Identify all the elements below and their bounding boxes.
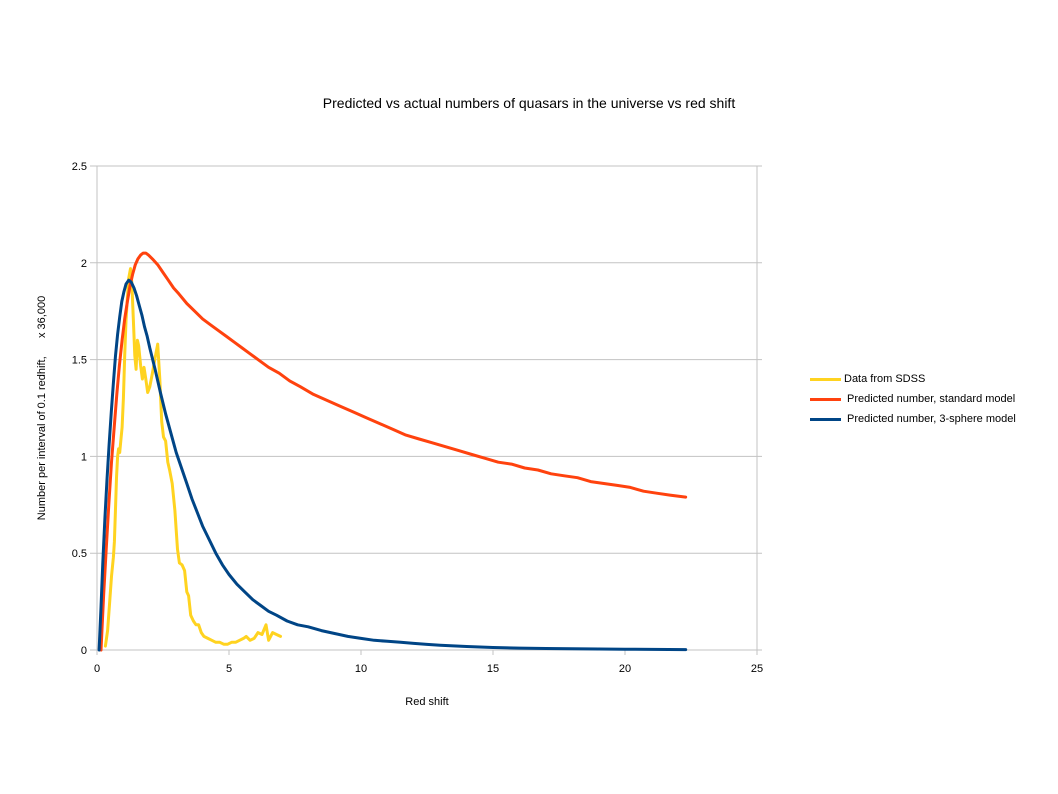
legend-item-standard-model: Predicted number, standard model <box>810 389 1016 409</box>
x-tick-label: 15 <box>487 663 499 675</box>
legend-label-sdss: Data from SDSS <box>844 373 926 385</box>
x-axis-title: Red shift <box>405 696 449 708</box>
y-tick-label: 0.5 <box>72 548 87 560</box>
x-tick-label: 5 <box>226 663 232 675</box>
legend-line-swatch-standard-model <box>810 397 841 401</box>
y-axis-title: Number per interval of 0.1 redhift, x 36… <box>36 295 48 521</box>
y-tick-label: 1.5 <box>72 355 87 367</box>
y-tick-label: 0 <box>81 645 87 657</box>
x-tick-label: 25 <box>751 663 763 675</box>
series-line-predicted-number-3-sphere-model <box>97 278 688 652</box>
legend-label-3-sphere-model: Predicted number, 3-sphere model <box>844 413 1016 425</box>
y-tick-label: 1 <box>81 451 87 463</box>
x-tick-label: 0 <box>94 663 100 675</box>
legend-item-sdss: Data from SDSS <box>810 369 1016 389</box>
series-line-data-from-sdss <box>103 267 282 648</box>
y-tick-label: 2.5 <box>72 161 87 173</box>
y-tick-label: 2 <box>81 258 87 270</box>
chart-title: Predicted vs actual numbers of quasars i… <box>322 95 736 111</box>
legend-line-swatch-sdss <box>810 377 841 381</box>
series-line-predicted-number-standard-model <box>99 251 688 652</box>
x-tick-label: 10 <box>355 663 367 675</box>
legend-item-3-sphere-model: Predicted number, 3-sphere model <box>810 409 1016 429</box>
legend-line-swatch-3-sphere-model <box>810 417 841 421</box>
legend-label-standard-model: Predicted number, standard model <box>844 393 1016 405</box>
legend: Data from SDSS Predicted number, standar… <box>810 369 1016 429</box>
x-tick-label: 20 <box>619 663 631 675</box>
